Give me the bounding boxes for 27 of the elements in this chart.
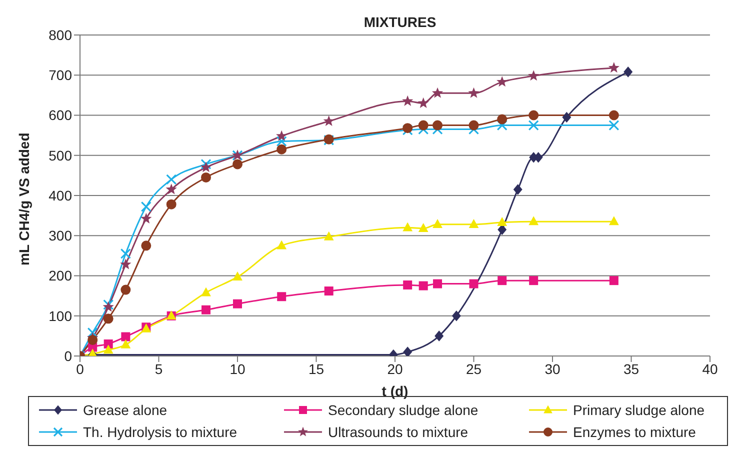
x-tick-label: 35 (623, 360, 640, 377)
chart-title: MIXTURES (362, 14, 438, 30)
x-tick-label: 40 (702, 360, 718, 377)
x-tick-label: 25 (466, 360, 482, 377)
x-tick-label: 0 (76, 360, 84, 377)
y-tick-label: 800 (48, 26, 72, 43)
y-tick-label: 500 (48, 147, 72, 164)
y-tick-label: 300 (48, 228, 72, 244)
legend-label: Secondary sludge alone (328, 402, 478, 418)
y-tick-label: 400 (48, 187, 72, 204)
legend-label: Primary sludge alone (573, 402, 705, 418)
legend-label: Grease alone (83, 402, 168, 418)
y-tick-label: 700 (48, 67, 72, 84)
x-tick-label: 15 (308, 360, 324, 377)
legend-label: Ultrasounds to mixture (328, 424, 468, 440)
y-tick-label: 100 (48, 308, 72, 324)
legend-label: Enzymes to mixture (573, 424, 696, 440)
y-tick-label: 0 (64, 348, 72, 364)
y-tick-label: 600 (48, 107, 72, 124)
y-tick-label: 200 (48, 268, 72, 284)
x-axis-title: t (d) (382, 383, 408, 399)
x-tick-label: 20 (387, 360, 403, 377)
x-tick-label: 5 (154, 360, 163, 377)
y-axis-title: mL CH4/g VS added (16, 132, 32, 266)
x-tick-label: 10 (230, 360, 246, 377)
x-tick-label: 30 (544, 360, 560, 377)
legend-label: Th. Hydrolysis to mixture (83, 424, 238, 440)
